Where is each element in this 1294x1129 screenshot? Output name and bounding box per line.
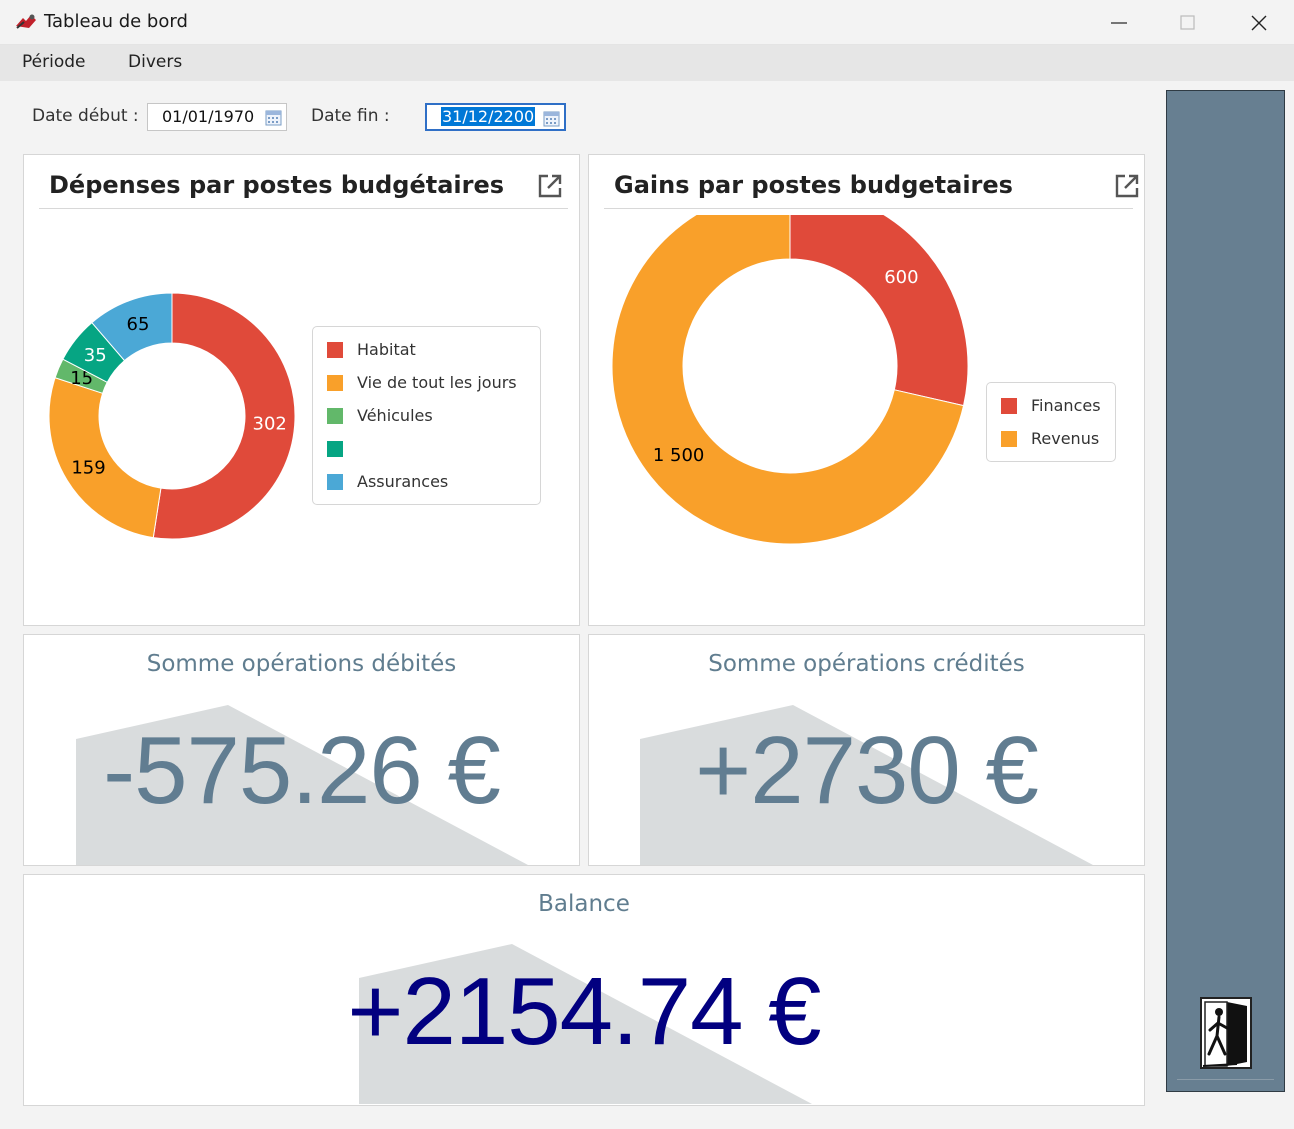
donut-slice[interactable]	[789, 215, 969, 407]
donut-slice[interactable]	[611, 215, 965, 545]
trend-shape	[359, 944, 812, 1104]
start-date-field[interactable]: 01/01/1970	[147, 103, 287, 131]
gains-donut-chart: 600 1 500	[611, 215, 969, 545]
legend-swatch	[327, 408, 343, 424]
card-separator	[39, 208, 568, 209]
debits-value: -575.26 €	[103, 717, 501, 824]
slice-label: 65	[127, 314, 150, 335]
credits-value: +2730 €	[695, 717, 1039, 824]
trend-shape	[76, 705, 528, 865]
end-date-label: Date fin :	[311, 106, 390, 126]
slice-label: 35	[84, 345, 107, 366]
menu-bar: Période Divers	[0, 45, 1294, 81]
donut-slice[interactable]	[48, 377, 162, 539]
gains-legend: Finances Revenus	[986, 382, 1116, 462]
debits-title: Somme opérations débités	[146, 651, 457, 677]
donut-slice[interactable]	[152, 292, 296, 540]
start-date-label: Date début :	[32, 106, 139, 126]
donut-slice[interactable]	[91, 292, 173, 362]
legend-label: Véhicules	[357, 406, 433, 425]
slice-label: 302	[253, 413, 287, 434]
trend-shape	[640, 705, 1093, 865]
card-separator	[604, 208, 1133, 209]
slice-label: 159	[71, 457, 105, 478]
side-panel	[1166, 90, 1285, 1092]
open-external-icon[interactable]	[537, 173, 563, 199]
legend-label: Habitat	[357, 340, 416, 359]
legend-swatch	[327, 342, 343, 358]
legend-swatch	[1001, 431, 1017, 447]
exit-door-icon[interactable]	[1197, 996, 1255, 1070]
exit-divider	[1177, 1079, 1274, 1080]
maximize-button[interactable]	[1153, 0, 1223, 45]
slice-label: 15	[70, 368, 93, 389]
legend-swatch	[1001, 398, 1017, 414]
balance-title: Balance	[538, 891, 630, 917]
legend-label: Revenus	[1031, 429, 1100, 448]
end-date-value: 31/12/2200	[441, 107, 536, 126]
credits-title: Somme opérations crédités	[708, 651, 1025, 677]
minimize-button[interactable]	[1084, 0, 1154, 45]
legend-label: Vie de tout les jours	[357, 373, 517, 392]
calendar-icon[interactable]	[543, 110, 560, 127]
end-date-field[interactable]: 31/12/2200	[425, 103, 566, 131]
start-date-value: 01/01/1970	[162, 107, 255, 126]
open-external-icon[interactable]	[1114, 173, 1140, 199]
slice-label: 1 500	[653, 445, 705, 466]
legend-swatch	[327, 474, 343, 490]
legend-swatch	[327, 441, 343, 457]
title-bar: Tableau de bord	[0, 0, 1294, 45]
menu-divers[interactable]: Divers	[128, 52, 183, 72]
maximize-icon	[1180, 14, 1195, 30]
close-icon	[1251, 15, 1267, 30]
expenses-legend: Habitat Vie de tout les jours Véhicules …	[312, 326, 541, 505]
minimize-icon	[1111, 21, 1127, 24]
legend-label: Assurances	[357, 472, 449, 491]
legend-swatch	[327, 375, 343, 391]
expenses-card: Dépenses par postes budgétaires 302 159 15…	[23, 154, 580, 626]
close-button[interactable]	[1224, 0, 1294, 45]
date-range-bar: Date début : 01/01/1970 Date fin : 31/12…	[0, 81, 1160, 151]
balance-value: +2154.74 €	[347, 958, 821, 1065]
credits-card: Somme opérations crédités +2730 €	[588, 634, 1145, 866]
window-title: Tableau de bord	[44, 11, 188, 32]
calendar-icon[interactable]	[265, 109, 282, 126]
app-logo-icon	[16, 14, 36, 29]
menu-periode[interactable]: Période	[22, 52, 86, 72]
debits-card: Somme opérations débités -575.26 €	[23, 634, 580, 866]
gains-card: Gains par postes budgetaires 600 1 500 Fi…	[588, 154, 1145, 626]
legend-label: Finances	[1031, 396, 1101, 415]
expenses-title: Dépenses par postes budgétaires	[49, 171, 505, 199]
balance-card: Balance +2154.74 €	[23, 874, 1145, 1106]
gains-title: Gains par postes budgetaires	[614, 171, 1013, 199]
slice-label: 600	[884, 267, 918, 288]
